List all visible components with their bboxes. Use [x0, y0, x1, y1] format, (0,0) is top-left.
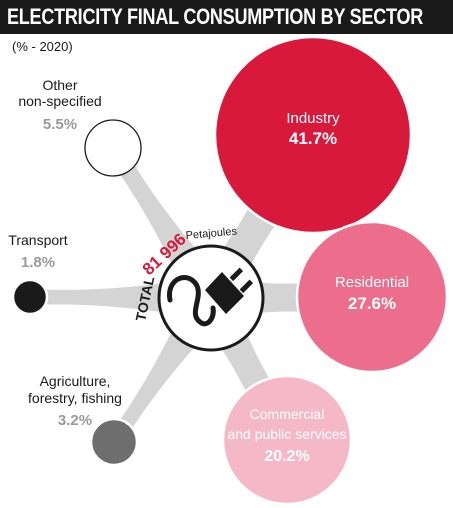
- bubble-transport: [11, 278, 49, 316]
- slice-label: Residential: [335, 274, 409, 291]
- slice-label: Agriculture,: [40, 373, 111, 389]
- slice-value: 1.8%: [21, 254, 55, 271]
- bubble-other-non-specified: [84, 119, 142, 177]
- bubble-commercial-and-public-services: [221, 374, 353, 506]
- slice-label: Commercial: [250, 406, 325, 422]
- power-plug-icon: [167, 267, 254, 327]
- chart-title: ELECTRICITY FINAL CONSUMPTION BY SECTOR: [7, 4, 424, 29]
- slice-label: non-specified: [18, 93, 101, 109]
- bubble-agriculture-forestry-fishing: [89, 417, 139, 467]
- hub: TOTAL 81 996 Petajoules: [132, 226, 265, 352]
- slice-value: 3.2%: [58, 412, 92, 429]
- slice-value: 27.6%: [348, 294, 396, 313]
- hub-circle: [157, 244, 265, 352]
- slice-value: 5.5%: [43, 116, 77, 133]
- slice-label: Transport: [8, 232, 68, 248]
- chart-subtitle: (% - 2020): [12, 39, 73, 54]
- slice-label: Other: [42, 77, 77, 93]
- bubble-industry: [213, 35, 413, 235]
- slice-value: 41.7%: [289, 129, 337, 148]
- bubbles-layer: [11, 35, 449, 506]
- bubble-residential: [295, 220, 449, 374]
- slice-label: and public services: [227, 426, 346, 442]
- slice-label: forestry, fishing: [28, 390, 122, 406]
- slice-value: 20.2%: [264, 448, 309, 465]
- slice-label: Industry: [286, 110, 340, 127]
- labels-layer: Industry 41.7% Residential 27.6% Commercial a…: [8, 77, 409, 465]
- total-unit: Petajoules: [185, 226, 238, 242]
- title-bar: ELECTRICITY FINAL CONSUMPTION BY SECTOR: [0, 0, 453, 34]
